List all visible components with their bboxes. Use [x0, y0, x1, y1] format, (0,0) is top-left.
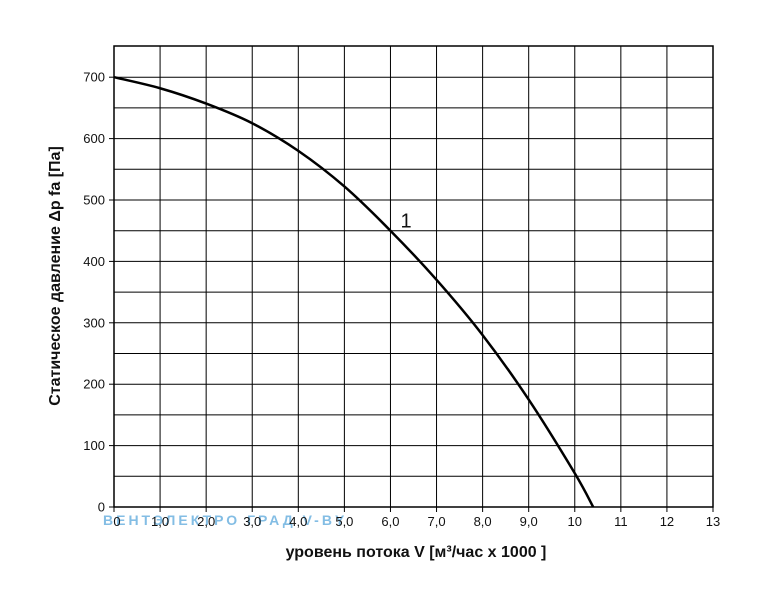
y-tick-label: 700	[83, 70, 105, 85]
x-tick-label: 10	[568, 514, 582, 529]
x-tick-label: 6,0	[381, 514, 399, 529]
axis-titles: уровень потока V [м³/час x 1000 ] Статич…	[47, 146, 546, 561]
x-tick-label: 0	[113, 514, 120, 529]
y-axis-title: Статическое давление Δp fa [Па]	[47, 146, 64, 406]
y-tick-label: 600	[83, 131, 105, 146]
watermark-text: ВЕНТЭЛЕКТРО ГРАД V-BY	[103, 512, 347, 528]
y-tick-label: 200	[83, 377, 105, 392]
x-tick-label: 8,0	[474, 514, 492, 529]
series-label: 1	[400, 211, 411, 233]
y-tick-label: 0	[98, 500, 105, 515]
series-line	[113, 75, 595, 508]
x-tick-label: 11	[614, 514, 628, 529]
x-axis-title: уровень потока V [м³/час x 1000 ]	[286, 544, 547, 561]
y-tick-label: 400	[83, 254, 105, 269]
y-tick-label: 300	[83, 315, 105, 330]
x-tick-label: 5,0	[335, 514, 353, 529]
y-tick-label: 500	[83, 193, 105, 208]
x-tick-label: 13	[706, 514, 720, 529]
plot-border	[113, 45, 714, 508]
series-layer: 1	[113, 75, 595, 508]
x-tick-label: 12	[660, 514, 674, 529]
x-tick-label: 4,0	[289, 514, 307, 529]
plot-frame	[113, 45, 714, 508]
grid	[114, 46, 713, 507]
x-tick-label: 7,0	[427, 514, 445, 529]
x-tick-label: 9,0	[520, 514, 538, 529]
y-tick-label: 100	[83, 438, 105, 453]
watermark: ВЕНТЭЛЕКТРО ГРАД V-BY	[103, 512, 347, 528]
x-tick-label: 3,0	[243, 514, 261, 529]
tick-labels: 0 100 200 300 400 500 600 700 0 1,0 2,0 3,0 4,0 5,0 6,…	[83, 70, 720, 529]
x-tick-label: 1,0	[151, 514, 169, 529]
x-tick-label: 2,0	[197, 514, 215, 529]
